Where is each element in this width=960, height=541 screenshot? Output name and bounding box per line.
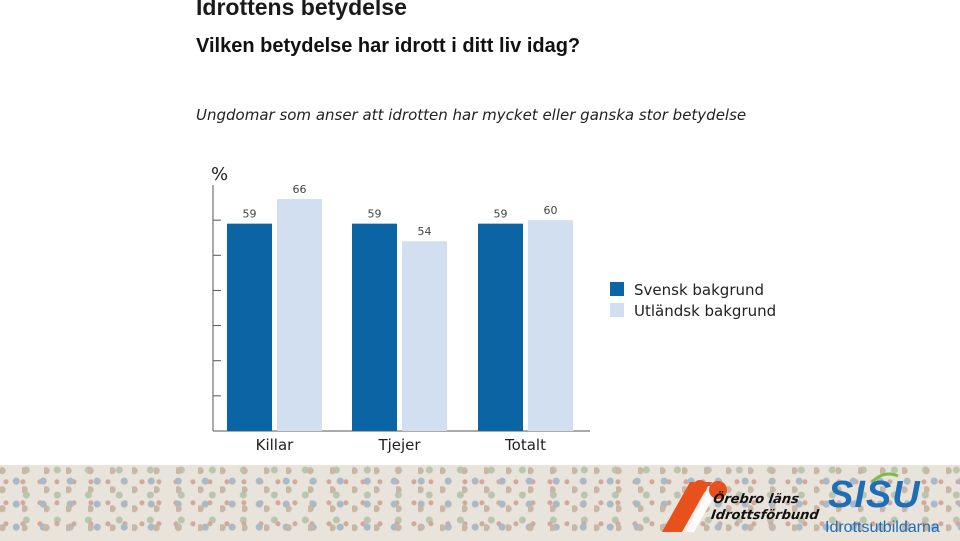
orebro-logo-text: Örebro läns Idrottsförbund <box>709 492 820 523</box>
bar <box>528 220 573 431</box>
x-tick-label: Totalt <box>504 436 546 454</box>
bar <box>227 223 272 431</box>
data-label: 59 <box>494 208 508 221</box>
legend-label: Utländsk bakgrund <box>634 302 776 320</box>
chart-title: Ungdomar som anser att idrotten har myck… <box>196 106 747 124</box>
bar <box>277 199 322 431</box>
sisu-logo: SISU <box>828 474 921 516</box>
bar <box>402 241 447 431</box>
orebro-lans-idrottsforbund-logo <box>662 480 727 532</box>
data-label: 59 <box>368 208 382 221</box>
y-axis-label: % <box>211 164 228 185</box>
bar <box>352 223 397 431</box>
bar-chart: % 59 66 Killar 59 54 Tjejer 59 60 Totalt Svensk ba… <box>211 164 776 454</box>
footer-pattern <box>0 465 960 541</box>
data-label: 54 <box>418 225 432 238</box>
page-subtitle: Vilken betydelse har idrott i ditt liv i… <box>196 35 581 57</box>
x-tick-label: Killar <box>256 436 295 454</box>
data-label: 60 <box>544 204 558 217</box>
legend-swatch <box>610 282 624 296</box>
legend-swatch <box>610 303 624 317</box>
data-label: 59 <box>243 208 257 221</box>
sisu-swoosh-icon <box>870 472 899 484</box>
page-title: Idrottens betydelse <box>196 0 407 20</box>
sisu-logo-subtitle: Idrottsutbildarna <box>825 519 940 536</box>
bar <box>478 223 523 431</box>
legend-label: Svensk bakgrund <box>634 281 764 299</box>
data-label: 66 <box>293 183 307 196</box>
x-tick-label: Tjejer <box>377 436 421 454</box>
